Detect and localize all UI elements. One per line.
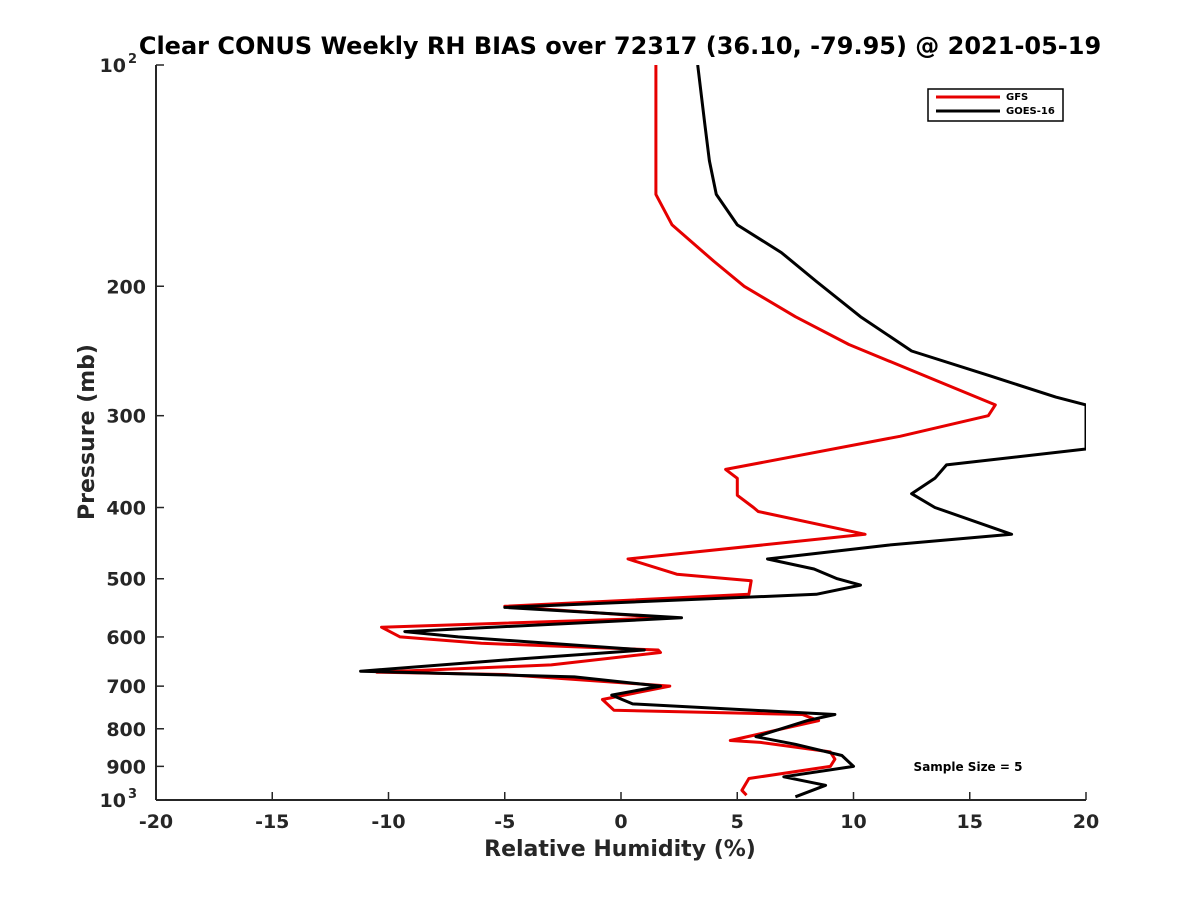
- x-tick-label: 15: [957, 811, 983, 833]
- x-axis-label: Relative Humidity (%): [484, 837, 756, 862]
- legend-label-gfs: GFS: [1006, 92, 1028, 103]
- y-tick-label: 900: [106, 756, 146, 778]
- x-tick-label: 10: [840, 811, 866, 833]
- y-tick-label: 300: [106, 406, 146, 428]
- y-axis-label: Pressure (mb): [75, 344, 100, 520]
- x-tick-label: -10: [371, 811, 405, 833]
- x-tick-label: 5: [731, 811, 744, 833]
- y-tick-label: 600: [106, 627, 146, 649]
- x-axis-ticks: -20 -15 -10 -5 0 5 10 15 20: [139, 792, 1099, 833]
- plot-area: [359, 65, 1086, 799]
- y-tick-label-power: 10: [100, 790, 126, 812]
- series-line-goes16: [359, 65, 1086, 799]
- y-tick-label: 200: [106, 276, 146, 298]
- y-tick-label-power: 10: [100, 55, 126, 77]
- x-tick-label: 20: [1073, 811, 1099, 833]
- series-line-gfs: [375, 65, 997, 797]
- sample-size-annotation: Sample Size = 5: [914, 760, 1023, 774]
- legend-label-goes16: GOES-16: [1006, 106, 1055, 117]
- legend: GFS GOES-16: [927, 88, 1064, 122]
- y-tick-label: 800: [106, 719, 146, 741]
- y-tick-label: 700: [106, 676, 146, 698]
- x-tick-label: 0: [614, 811, 627, 833]
- y-tick-label: 400: [106, 498, 146, 520]
- y-tick-label: 500: [106, 569, 146, 591]
- chart-title: Clear CONUS Weekly RH BIAS over 72317 (3…: [139, 32, 1101, 60]
- y-tick-label-exponent: 3: [128, 787, 137, 802]
- y-tick-label-exponent: 2: [128, 52, 137, 67]
- legend-box: [927, 88, 1064, 122]
- x-tick-label: -20: [139, 811, 173, 833]
- x-tick-label: -5: [494, 811, 515, 833]
- axis-frame: [155, 65, 1086, 801]
- x-tick-label: -15: [255, 811, 289, 833]
